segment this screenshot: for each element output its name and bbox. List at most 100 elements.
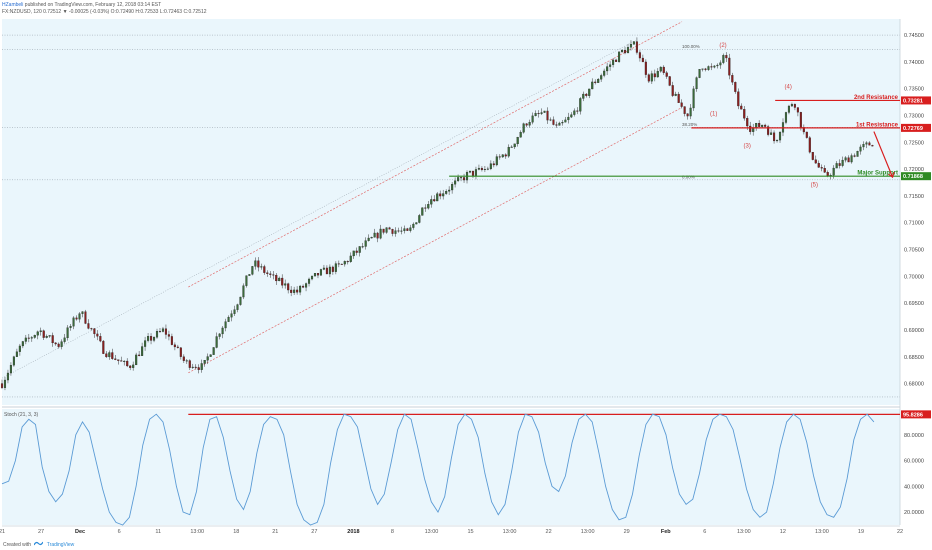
candle-body	[352, 250, 355, 257]
candle-body	[838, 163, 841, 166]
time-tick-label: 27	[311, 529, 317, 535]
candle-body	[361, 246, 364, 248]
candle-body	[135, 354, 138, 366]
fib-level-label: 0.00%	[682, 174, 695, 179]
candle-body	[629, 44, 633, 48]
candle-body	[394, 230, 397, 234]
candle-body	[635, 41, 638, 53]
candle-body	[93, 328, 96, 335]
channel-upper-line	[188, 21, 683, 288]
time-tick-label: Dec	[75, 529, 85, 535]
candle-body	[245, 275, 248, 286]
time-tick-label: 19	[858, 529, 864, 535]
candle-body	[659, 66, 662, 72]
candle-body	[164, 328, 168, 335]
candle-body	[147, 336, 150, 341]
candle-body	[307, 278, 311, 284]
candle-body	[778, 132, 782, 141]
resistance-level-label: 2nd Resistance	[854, 95, 899, 101]
time-tick-label: 22	[897, 529, 903, 535]
fib-level-label: 100.00%	[682, 44, 700, 49]
price-tick-label: 0.68500	[904, 355, 924, 361]
candle-body	[758, 123, 761, 127]
candle-body	[826, 172, 829, 177]
candle-body	[844, 157, 847, 161]
stoch-tick-label: 80.0000	[904, 433, 924, 439]
candle-body	[257, 260, 260, 268]
tradingview-brand[interactable]: TradingView	[46, 541, 75, 548]
candle-body	[668, 76, 671, 86]
candle-body	[346, 261, 349, 263]
candle-body	[641, 57, 644, 63]
candle-body	[764, 124, 767, 127]
candle-body	[278, 277, 281, 282]
candle-body	[737, 91, 740, 107]
candle-body	[471, 170, 475, 176]
time-tick-label: 6	[703, 529, 706, 535]
candle-body	[33, 335, 36, 338]
time-tick-label: 13:00	[581, 529, 595, 535]
candle-body	[644, 61, 647, 75]
candle-body	[236, 304, 239, 310]
candle-body	[424, 207, 427, 209]
price-tag-text: 0.71868	[903, 174, 923, 180]
price-tick-label: 0.71500	[904, 194, 924, 200]
candle-body	[439, 193, 442, 197]
candle-body	[24, 337, 27, 342]
candle-body	[770, 132, 773, 135]
candle-body	[87, 323, 90, 329]
candle-body	[656, 71, 659, 78]
candle-body	[841, 159, 844, 166]
stoch-tick-label: 40.0000	[904, 484, 924, 490]
channel-lower-line	[188, 107, 683, 374]
candle-body	[21, 341, 24, 347]
candle-body	[18, 345, 21, 352]
candle-body	[299, 285, 302, 293]
candle-body	[674, 93, 677, 96]
candle-body	[871, 145, 874, 147]
candle-body	[141, 346, 144, 356]
candle-body	[27, 337, 30, 339]
candle-body	[448, 189, 451, 192]
candle-body	[117, 359, 120, 361]
candle-body	[310, 275, 314, 280]
candle-body	[650, 73, 653, 82]
candle-body	[474, 169, 478, 176]
candle-body	[75, 317, 78, 320]
candle-body	[227, 316, 230, 322]
time-tick-label: 13:00	[815, 529, 829, 535]
candle-body	[617, 51, 621, 62]
wave-label: (1)	[710, 112, 717, 118]
candle-body	[39, 330, 42, 332]
stoch-panel-bg	[2, 409, 900, 525]
candle-body	[507, 146, 510, 157]
candle-body	[460, 177, 463, 179]
stoch-title: Stoch (21, 3, 3)	[4, 412, 39, 418]
candle-body	[525, 123, 528, 126]
candle-body	[30, 337, 33, 339]
author-link[interactable]: HZambeli	[2, 2, 24, 8]
candle-body	[477, 167, 480, 170]
candle-body	[45, 336, 48, 338]
candle-body	[3, 379, 7, 388]
candle-body	[790, 104, 793, 107]
candle-body	[504, 154, 507, 157]
price-tick-label: 0.71000	[904, 221, 924, 227]
candle-body	[489, 163, 492, 170]
candle-body	[367, 237, 370, 241]
candle-body	[579, 98, 582, 112]
candle-body	[755, 123, 758, 128]
candle-body	[531, 115, 534, 123]
candle-body	[594, 81, 597, 83]
candle-body	[486, 168, 489, 170]
candle-body	[51, 335, 54, 344]
candle-body	[96, 333, 99, 337]
candle-body	[215, 336, 218, 348]
candle-body	[6, 372, 10, 381]
candle-body	[132, 364, 135, 368]
resistance-level-label: 1st Resistance	[856, 122, 899, 128]
candle-body	[81, 311, 84, 314]
candle-body	[263, 266, 266, 273]
candle-body	[370, 237, 373, 239]
